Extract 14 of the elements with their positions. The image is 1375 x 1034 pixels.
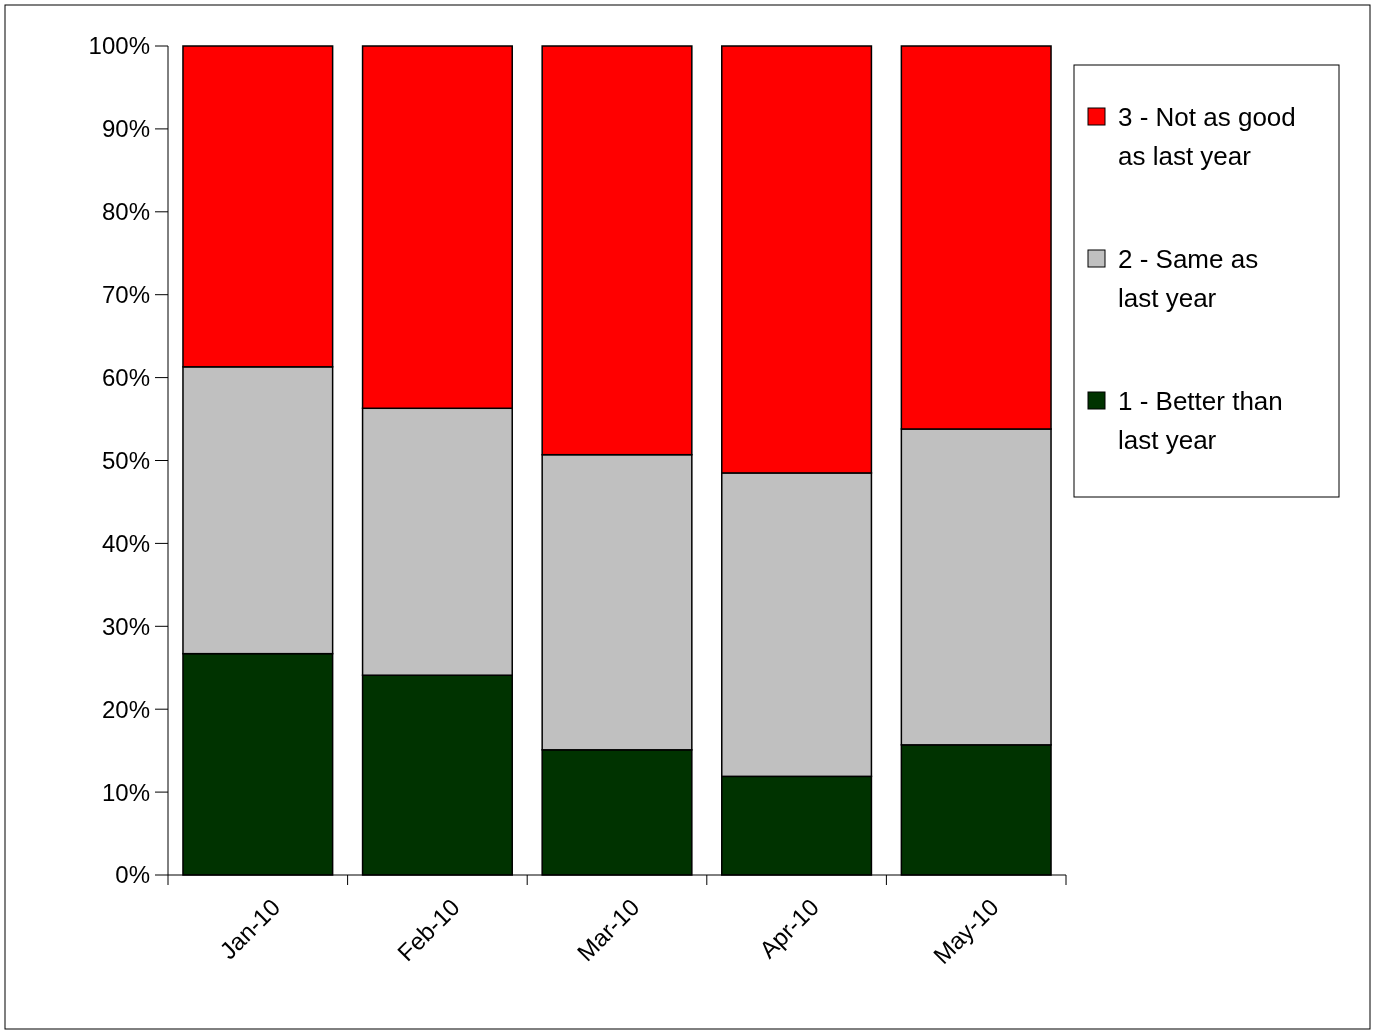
y-tick-label: 10% <box>101 778 150 806</box>
y-tick-label: 30% <box>101 612 150 640</box>
y-tick-label: 60% <box>101 364 150 391</box>
legend-label: 2 - Same as last year <box>1118 244 1259 314</box>
legend-label: 3 - Not as good as last year <box>1118 102 1296 172</box>
y-tick-label: 80% <box>101 198 150 226</box>
y-tick-label: 100% <box>88 32 150 60</box>
y-tick-label: 70% <box>101 281 150 309</box>
y-tick-label: 40% <box>101 529 150 557</box>
y-tick-label: 20% <box>101 695 150 723</box>
y-tick-label: 0% <box>115 861 150 889</box>
y-tick-label: 50% <box>101 446 150 474</box>
y-tick-label: 90% <box>101 115 150 143</box>
legend-label: 1 - Better than last year <box>1118 386 1283 456</box>
